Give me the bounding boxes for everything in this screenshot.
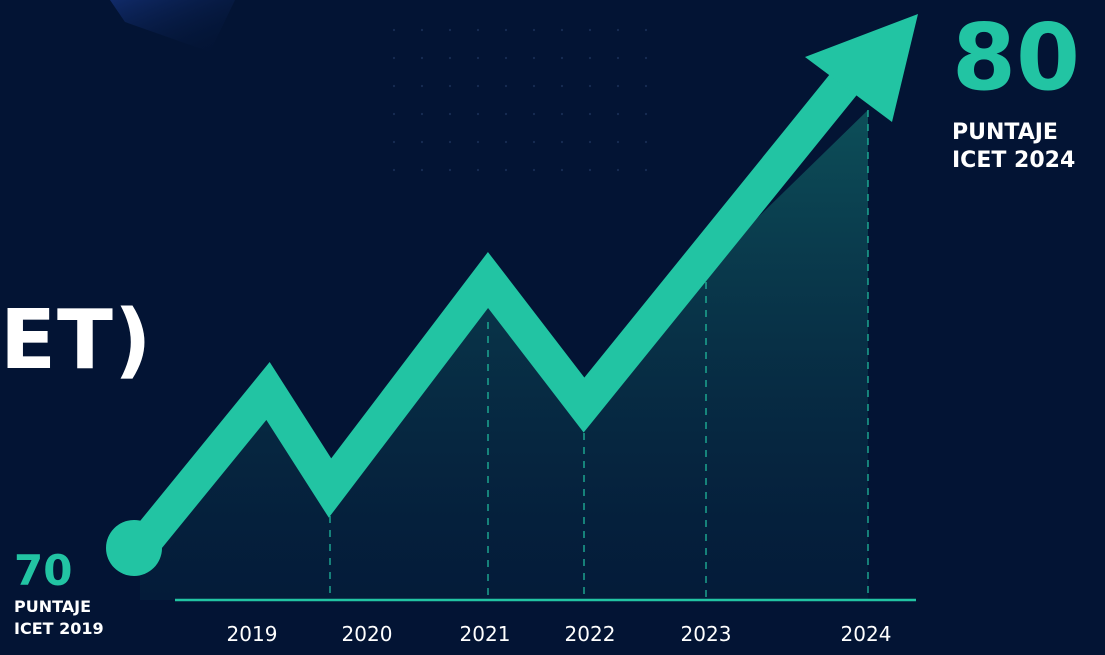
end-score-label-line2: ICET 2024 bbox=[952, 148, 1076, 173]
start-point bbox=[106, 520, 162, 576]
series-line bbox=[126, 53, 874, 559]
x-axis-labels-group: 2019 2020 2021 2022 2023 2024 bbox=[227, 622, 892, 646]
trend-line-group bbox=[106, 14, 918, 576]
start-score-label-line1: PUNTAJE bbox=[14, 597, 92, 616]
end-score-value: 80 bbox=[952, 4, 1081, 111]
heading-fragment: ET) bbox=[0, 293, 153, 388]
end-score-label-line1: PUNTAJE bbox=[952, 120, 1058, 145]
start-score-label-line2: ICET 2019 bbox=[14, 619, 104, 638]
x-tick-label: 2024 bbox=[841, 622, 892, 646]
x-tick-label: 2023 bbox=[681, 622, 732, 646]
x-tick-label: 2020 bbox=[342, 622, 393, 646]
x-tick-label: 2021 bbox=[460, 622, 511, 646]
x-tick-label: 2019 bbox=[227, 622, 278, 646]
arrow-head bbox=[805, 14, 918, 122]
background-glow-shape bbox=[110, 0, 235, 52]
dot-grid-background bbox=[380, 10, 670, 180]
x-tick-label: 2022 bbox=[565, 622, 616, 646]
start-score-value: 70 bbox=[14, 546, 73, 595]
